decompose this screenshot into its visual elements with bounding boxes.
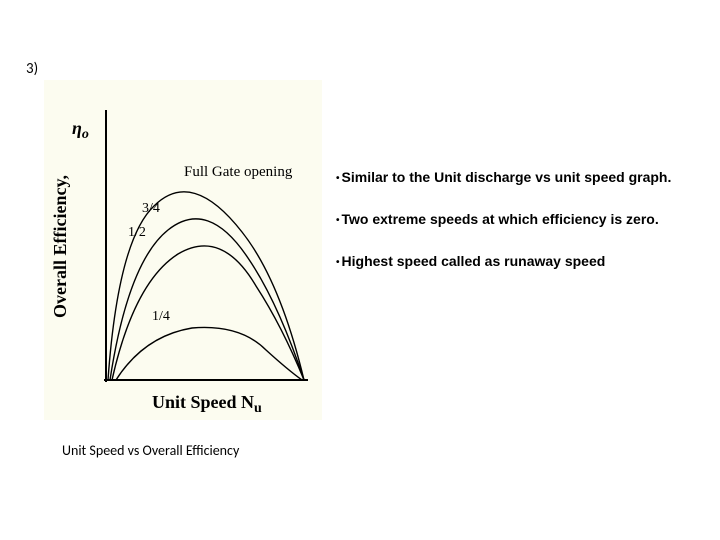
bullet-icon: •	[336, 173, 340, 184]
bullet-text: Two extreme speeds at which efficiency i…	[342, 211, 659, 227]
slide: 3) Overall Efficiency, ηo Unit Speed Nu	[0, 0, 720, 540]
bullet-icon: •	[336, 215, 340, 226]
figure-caption: Unit Speed vs Overall Efficiency	[62, 442, 239, 459]
y-axis-symbol: η	[72, 118, 82, 138]
bullet-text: Similar to the Unit discharge vs unit sp…	[342, 169, 672, 185]
label-quarter: 1/4	[152, 309, 170, 324]
x-axis-subscript: u	[254, 401, 262, 416]
curves	[108, 192, 304, 380]
svg-text:Overall Efficiency,: Overall Efficiency,	[50, 175, 70, 318]
y-axis-label: Overall Efficiency, ηo	[50, 118, 89, 318]
item-number: 3)	[26, 60, 38, 78]
efficiency-chart: Overall Efficiency, ηo Unit Speed Nu Ful…	[44, 80, 322, 420]
bullet-icon: •	[336, 257, 340, 268]
x-axis-text: Unit Speed N	[152, 392, 254, 412]
label-three-quarter: 3/4	[142, 201, 160, 216]
y-axis-subscript: o	[82, 127, 89, 142]
curve-quarter	[116, 327, 302, 380]
bullet-item: •Two extreme speeds at which efficiency …	[336, 210, 716, 228]
y-axis-text: Overall Efficiency,	[50, 175, 70, 318]
bullet-item: •Highest speed called as runaway speed	[336, 252, 716, 270]
bullet-item: •Similar to the Unit discharge vs unit s…	[336, 168, 716, 186]
bullet-text: Highest speed called as runaway speed	[342, 253, 606, 269]
x-axis-label: Unit Speed Nu	[152, 392, 262, 416]
label-full-gate: Full Gate opening	[184, 164, 293, 180]
svg-text:ηo: ηo	[72, 118, 89, 142]
label-half: 1/2	[128, 225, 146, 240]
bullet-list: •Similar to the Unit discharge vs unit s…	[336, 168, 716, 295]
